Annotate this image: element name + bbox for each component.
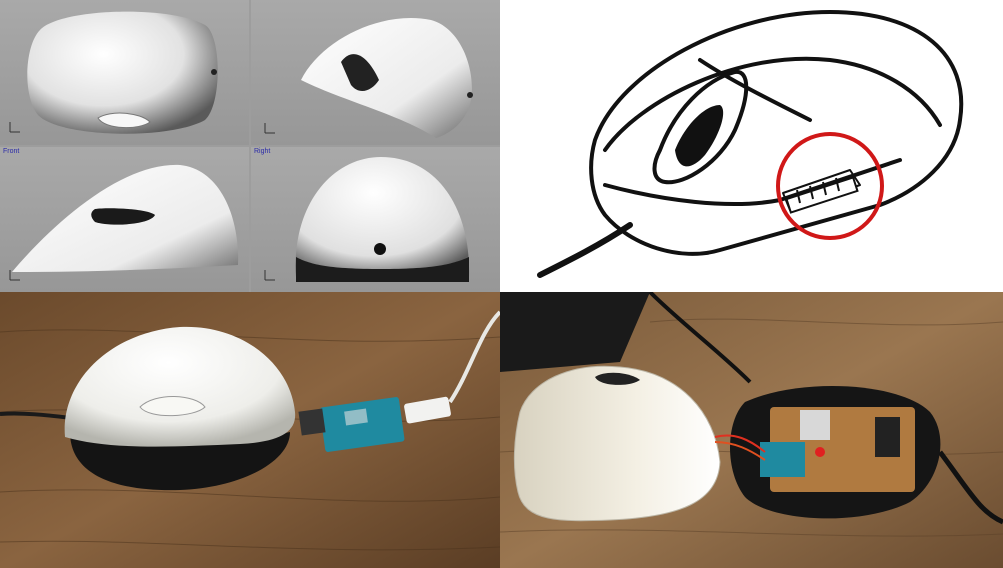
cad-shell-render-perspective <box>264 18 473 139</box>
photo-assembled-mouse <box>0 292 500 568</box>
arduino-board-icon <box>298 397 405 452</box>
cad-shell-render-front <box>9 164 239 281</box>
cad-viewport-perspective <box>251 0 500 145</box>
cad-viewports-panel: Front Right <box>0 0 500 292</box>
cad-viewport-front: Front <box>0 147 249 292</box>
mouse-sketch-panel <box>500 0 1003 292</box>
viewport-label-front: Front <box>3 148 20 155</box>
photo-opened-mouse <box>500 292 1003 568</box>
highlight-circle-icon <box>776 132 884 240</box>
axis-gizmo-icon <box>9 122 20 133</box>
photo-assembled-mouse-panel <box>0 292 500 568</box>
viewport-label-right: Right <box>254 148 271 155</box>
cad-shell-render-right <box>264 157 470 282</box>
photo-opened-mouse-panel <box>500 292 1003 568</box>
cad-shell-render-top <box>9 11 218 134</box>
cad-viewport-right: Right <box>251 147 500 292</box>
cad-viewport-top <box>0 0 249 145</box>
mouse-sketch-icon <box>537 10 964 278</box>
